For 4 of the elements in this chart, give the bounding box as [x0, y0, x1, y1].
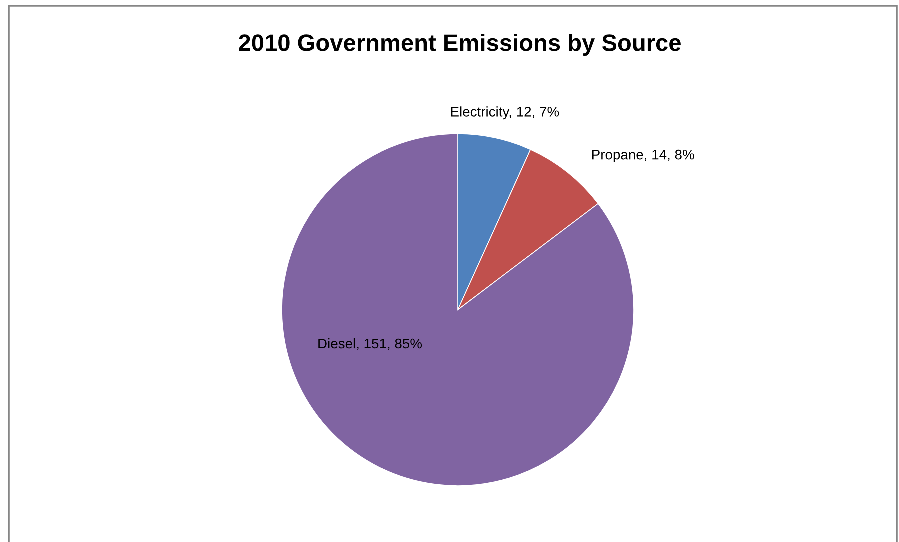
slice-label: Propane, 14, 8% [592, 150, 694, 162]
slice-label: Diesel, 151, 85% [318, 338, 422, 350]
chart-title: 2010 Government Emissions by Source [239, 34, 681, 56]
slice-label: Electricity, 12, 7% [451, 106, 560, 120]
